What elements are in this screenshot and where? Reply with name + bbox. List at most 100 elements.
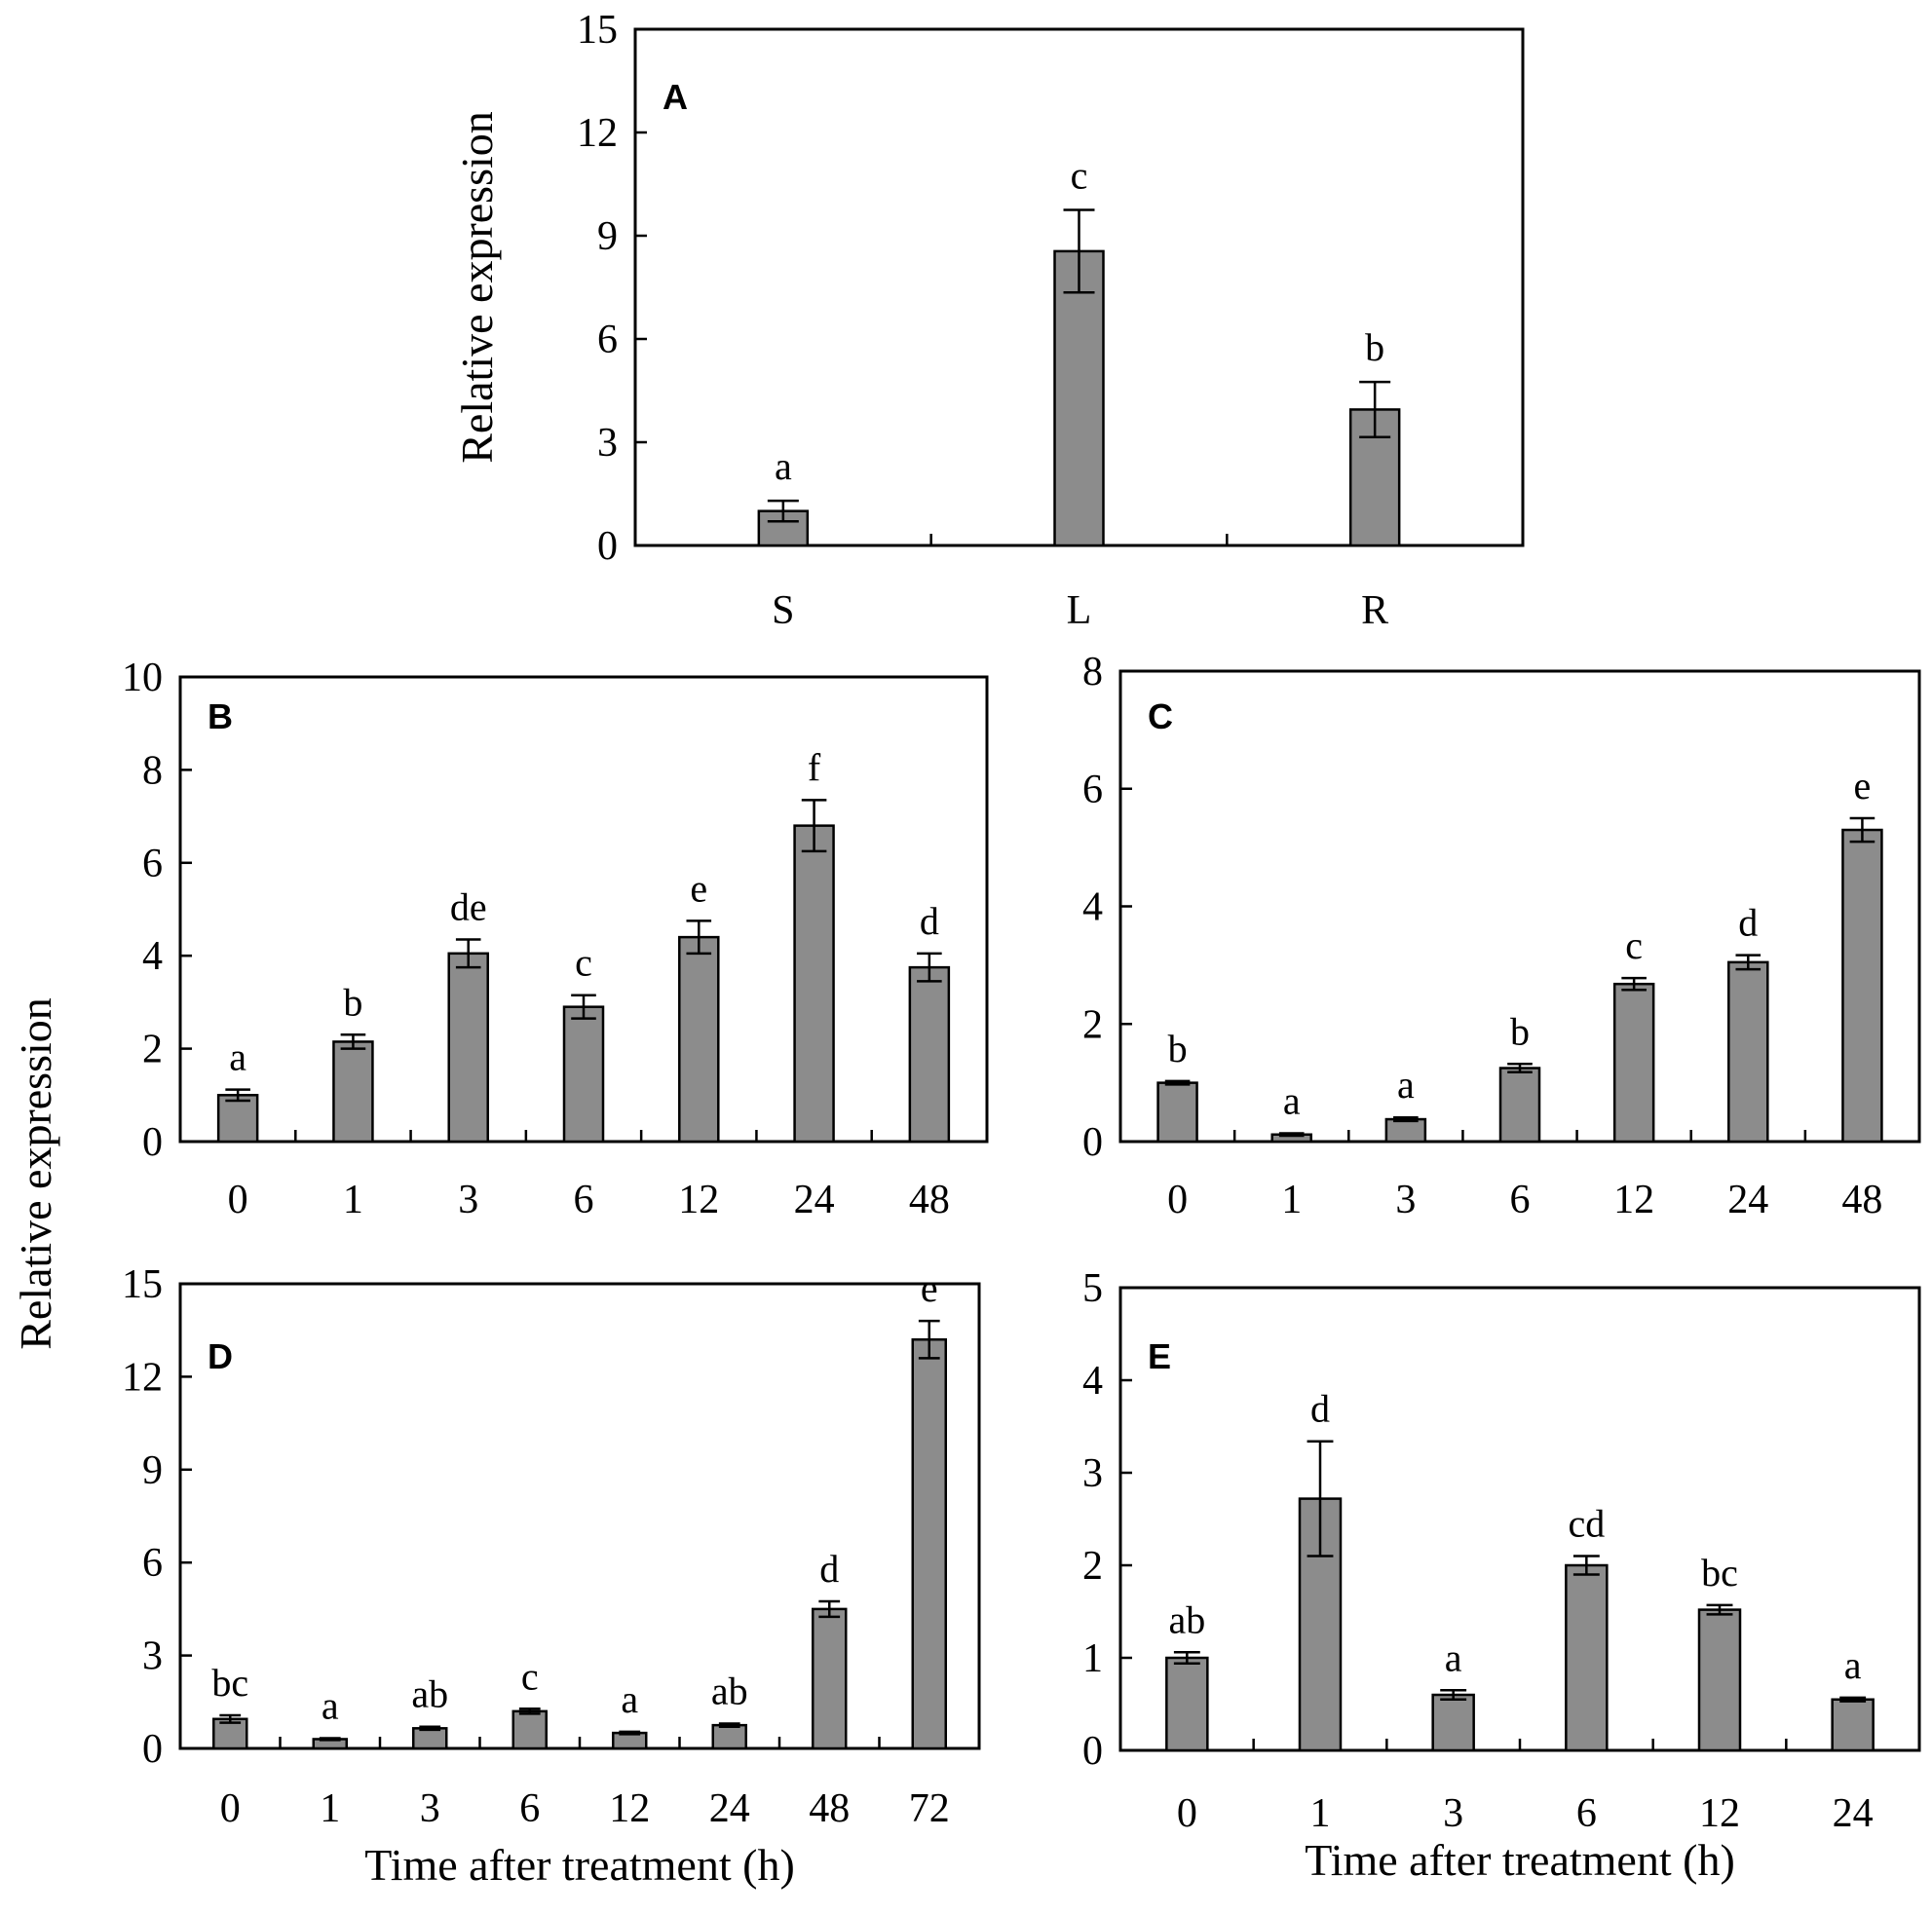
- y-tick-label: 9: [597, 214, 618, 259]
- x-tick-label: 1: [1310, 1791, 1331, 1836]
- significance-letter: d: [1310, 1387, 1330, 1431]
- significance-letter: ab: [1168, 1597, 1205, 1641]
- y-tick-label: 8: [1082, 650, 1103, 694]
- y-tick-label: 15: [577, 8, 618, 53]
- y-tick-label: 10: [122, 656, 163, 700]
- y-tick-label: 5: [1082, 1266, 1103, 1311]
- bar: [911, 1337, 947, 1750]
- significance-letter: a: [1283, 1079, 1301, 1123]
- bar: [908, 965, 951, 1144]
- y-tick-label: 1: [1082, 1636, 1103, 1681]
- y-tick-label: 3: [1082, 1451, 1103, 1496]
- panel-a: 0 3 6 9 12 15 a Sc Lb R A Relative expression: [452, 8, 1525, 633]
- bar: [1565, 1563, 1609, 1752]
- x-tick-label: 72: [909, 1786, 950, 1831]
- significance-letter: b: [1510, 1009, 1530, 1053]
- significance-letter: b: [1168, 1027, 1188, 1070]
- significance-letter: c: [1625, 923, 1643, 967]
- x-tick-label: 12: [1613, 1178, 1654, 1222]
- bar: [1697, 1608, 1742, 1752]
- x-tick-label: 3: [1443, 1791, 1463, 1836]
- x-tick-label: 12: [1699, 1791, 1740, 1836]
- bar: [812, 1607, 848, 1750]
- x-tick-label: 6: [519, 1786, 540, 1831]
- y-tick-label: 6: [142, 842, 163, 886]
- x-tick-label: S: [772, 588, 794, 633]
- x-axis-title: Time after treatment (h): [364, 1840, 795, 1890]
- significance-letter: d: [819, 1547, 839, 1591]
- bar: [1165, 1656, 1209, 1752]
- significance-letter: f: [808, 745, 821, 789]
- panel-d: 0 3 6 9 12 15 bc 0 a 1 ab 3 c 6 a 12 ab 24 d 48 e 72 D Time aft…: [122, 1262, 981, 1890]
- y-tick-label: 6: [142, 1541, 163, 1586]
- significance-letter: bc: [1701, 1551, 1738, 1595]
- significance-letter: a: [322, 1684, 339, 1728]
- y-tick-label: 15: [122, 1262, 163, 1307]
- bar: [511, 1709, 548, 1750]
- y-tick-label: 0: [142, 1120, 163, 1165]
- bar: [1053, 249, 1105, 547]
- bar: [1498, 1067, 1541, 1144]
- significance-letter: a: [1445, 1635, 1462, 1679]
- significance-letter: a: [775, 444, 792, 488]
- y-tick-label: 2: [1082, 1002, 1103, 1047]
- bar: [1384, 1117, 1427, 1144]
- x-tick-label: 24: [1727, 1178, 1768, 1222]
- y-axis-title: Relative expression: [452, 111, 502, 464]
- panel-label: A: [663, 77, 688, 117]
- y-tick-label: 6: [597, 318, 618, 362]
- y-tick-label: 9: [142, 1448, 163, 1493]
- significance-letter: c: [521, 1654, 539, 1698]
- panel-label: B: [208, 696, 233, 736]
- x-tick-label: 0: [1167, 1178, 1188, 1222]
- x-tick-label: 48: [809, 1786, 850, 1831]
- y-tick-label: 4: [142, 934, 163, 979]
- bar: [216, 1094, 259, 1144]
- x-tick-label: 3: [458, 1178, 478, 1222]
- y-tick-label: 12: [577, 111, 618, 156]
- bar: [678, 935, 720, 1144]
- significance-letter: a: [621, 1677, 638, 1721]
- significance-letter: a: [1844, 1643, 1862, 1687]
- y-tick-label: 2: [1082, 1544, 1103, 1589]
- y-tick-label: 2: [142, 1028, 163, 1072]
- panel-label: E: [1148, 1336, 1171, 1376]
- y-tick-label: 12: [122, 1355, 163, 1400]
- significance-letter: b: [343, 980, 362, 1024]
- y-tick-label: 4: [1082, 885, 1103, 930]
- x-tick-label: 0: [220, 1786, 241, 1831]
- bar: [1841, 828, 1883, 1144]
- bar: [711, 1723, 747, 1750]
- x-tick-label: 0: [1177, 1791, 1197, 1836]
- x-tick-label: L: [1067, 588, 1092, 633]
- panel-label: D: [208, 1336, 233, 1376]
- bar: [1612, 982, 1655, 1144]
- x-tick-label: 6: [1576, 1791, 1597, 1836]
- significance-letter: d: [1738, 901, 1758, 945]
- bar: [447, 952, 489, 1144]
- significance-letter: d: [920, 899, 939, 943]
- significance-letter: c: [1071, 154, 1088, 198]
- bar: [562, 1005, 605, 1144]
- bar: [757, 509, 810, 547]
- bar: [412, 1727, 448, 1750]
- x-tick-label: 1: [320, 1786, 340, 1831]
- x-tick-label: 6: [1510, 1178, 1531, 1222]
- y-tick-label: 3: [597, 421, 618, 466]
- y-tick-label: 8: [142, 748, 163, 793]
- x-tick-label: R: [1361, 588, 1388, 633]
- x-tick-label: 3: [1395, 1178, 1416, 1222]
- y-tick-label: 0: [1082, 1120, 1103, 1165]
- y-tick-label: 6: [1082, 768, 1103, 812]
- significance-letter: b: [1365, 325, 1384, 369]
- significance-letter: a: [229, 1035, 246, 1079]
- significance-letter: a: [1397, 1063, 1415, 1107]
- x-tick-label: 3: [420, 1786, 440, 1831]
- bar: [332, 1040, 374, 1144]
- significance-letter: e: [1854, 764, 1872, 807]
- significance-letter: cd: [1568, 1502, 1605, 1546]
- bar: [1431, 1693, 1475, 1752]
